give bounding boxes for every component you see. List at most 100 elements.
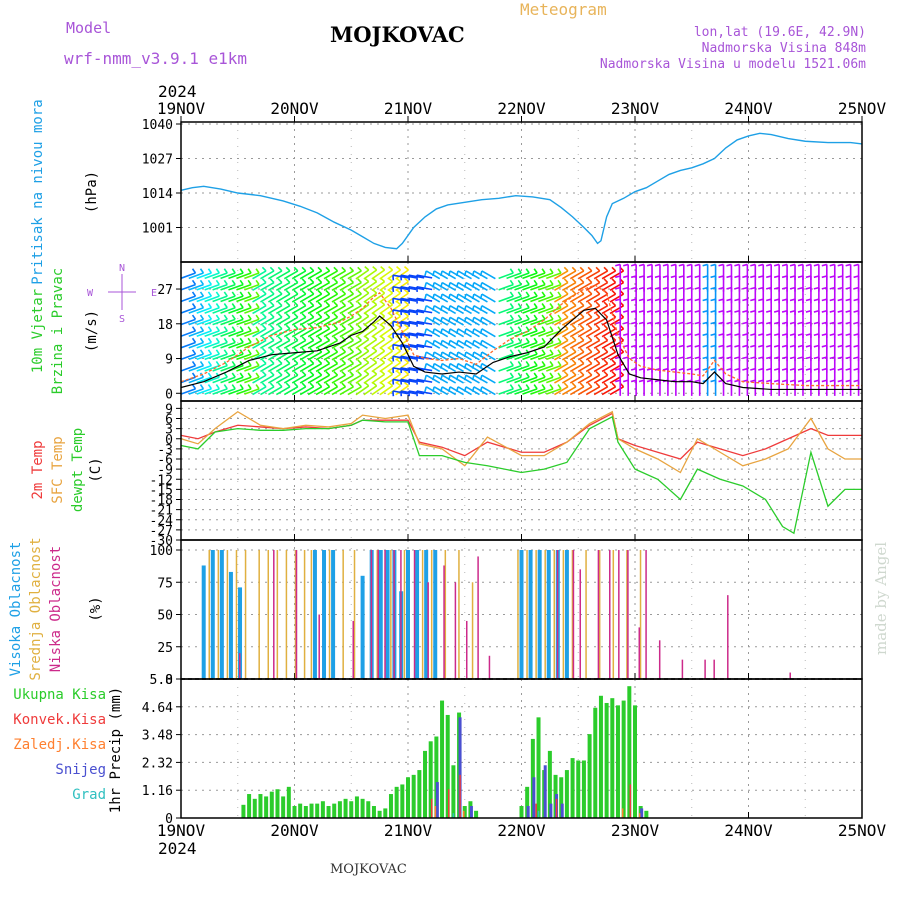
wind-barb-feather [781,379,788,383]
wind-barb-feather [424,386,428,392]
wind-barb-feather [309,301,315,307]
wind-barb-feather [255,349,260,355]
wind-barb [204,272,220,280]
wind-barb-feather [758,379,764,383]
rain-total-bar [621,700,626,818]
cloud-high-bar [537,550,542,679]
wind-barb-feather [403,300,409,306]
rain-total-bar [428,741,433,818]
wind-barb [569,328,585,338]
rain-frozen-bar [434,806,437,818]
model-elevation-label: Nadmorska Visina u modelu 1521.06m [599,57,866,72]
wind-barb-feather [191,372,197,378]
rain-total-bar [388,794,393,818]
wind-barb-feather [463,305,467,311]
precip-unit: 1hr Precip (mm) [108,687,124,813]
wind-barb-feather [813,275,820,279]
wind-barb [244,318,260,326]
wind-barb [585,305,601,315]
cloud-mid-bar [571,550,574,679]
wind-barb-feather [557,291,562,297]
snow-bar [640,808,644,818]
wind-barb-feather [646,344,653,348]
wind-barb-feather [821,333,828,337]
wind-barb-feather [571,382,577,388]
wind-barb [355,338,370,350]
wind-barb-feather [789,298,796,302]
wind-barb-feather [533,279,538,286]
compass-n-label: N [119,263,125,274]
wind-barb-feather [630,379,637,383]
wind-barb-feather [455,351,459,358]
cloud-mid-bar [235,550,238,679]
wind-barb-feather [813,310,820,313]
wind-barb [593,362,609,373]
precip-legend-4: Snijeg [55,762,106,778]
wind-barb-feather [223,360,228,367]
bottom-date-label: 21NOV [384,821,433,840]
wind-barb [283,374,299,384]
cloud-mid-bar [535,550,537,679]
y-tick-label: 1014 [142,187,173,202]
rain-frozen-bar [621,808,624,818]
wind-barb-feather [845,298,851,302]
rain-total-bar [519,806,524,818]
wind-barb [522,283,538,291]
wind-barb-feather [261,278,267,284]
wind-barb-feather [579,382,585,388]
wind-barb-feather [557,372,562,378]
wind-barb-feather [710,367,716,371]
y-tick-label: 6 [165,413,173,428]
wind-barb-feather [341,370,347,376]
wind-barb-feather [333,359,339,365]
wind-barb-feather [603,336,609,342]
wind-barb [522,341,538,349]
wind-barb [236,376,252,384]
wind-barb-feather [845,356,851,360]
wind-barb-feather [231,326,236,332]
top-date-label: 24NOV [724,99,773,118]
wind-barb-feather [223,349,228,355]
wind-barb-feather [845,367,851,371]
wind-barb-feather [805,310,812,313]
wind-barb-feather [622,310,629,313]
wind-barb-feather [479,340,483,346]
wind-barb-feather [349,266,354,272]
wind-barb-feather [301,301,307,307]
cloud-mid-bar [208,550,210,679]
wind-barb [506,376,522,384]
wind-barb [275,374,291,384]
wind-barb-feather [678,263,685,267]
wind-barb-feather [781,298,788,302]
wind-barb-feather [479,386,483,392]
wind-barb [252,270,267,280]
wind-barb [299,293,315,303]
cloud-mid-bar [526,550,528,679]
wind-barb-feather [758,321,764,325]
wind-barb [601,386,617,396]
wind-barb-feather [341,347,347,353]
wind-barb-feather [678,356,685,360]
wind-barb-feather [357,278,362,284]
wind-barb-feather [309,289,315,295]
wind-barb [395,304,409,315]
wind-barb-feather [742,275,748,279]
wind-barb-feather [603,347,609,353]
wind-barb [387,385,401,396]
wind-barb-feather [670,275,677,279]
wind-barb-feather [424,293,428,300]
wind-barb [395,373,409,384]
cloud-mid-bar [598,550,601,679]
rain-convective-bar [447,789,450,818]
snow-bar [560,803,564,818]
wind-barb [299,339,315,349]
wind-barb-feather [742,310,748,313]
wind-barb-feather [424,328,428,335]
wind-barb-feather [773,367,780,371]
wind-barb [481,351,496,361]
wind-barb [307,316,323,326]
wind-barb-feather [797,321,804,325]
wind-barb-feather [595,382,601,388]
wind-barb [522,353,538,361]
